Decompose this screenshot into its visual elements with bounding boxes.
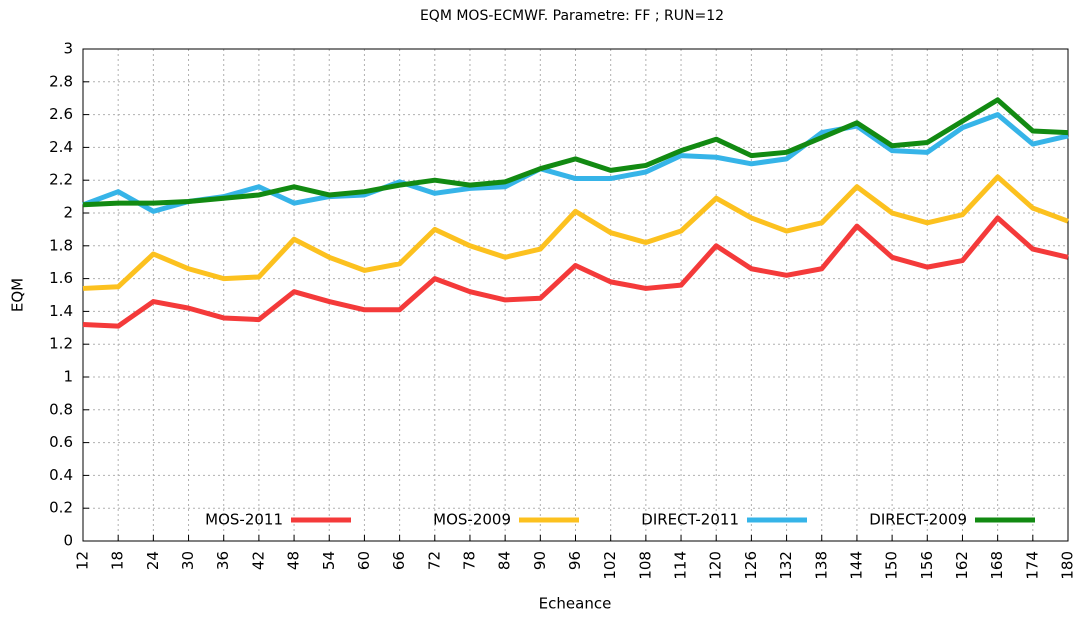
x-tick-label: 72	[425, 551, 443, 570]
x-axis-label: Echeance	[539, 595, 612, 613]
x-tick-label: 54	[320, 551, 338, 570]
x-tick-label: 18	[109, 551, 127, 570]
y-tick-label: 2.6	[49, 105, 73, 123]
x-tick-label: 30	[179, 551, 197, 570]
x-tick-label: 102	[601, 551, 619, 580]
x-tick-label: 138	[812, 551, 830, 580]
x-tick-label: 42	[249, 551, 267, 570]
x-tick-label: 168	[988, 551, 1006, 580]
chart-title: EQM MOS-ECMWF. Parametre: FF ; RUN=12	[420, 8, 724, 24]
x-tick-label: 144	[847, 551, 865, 580]
x-tick-label: 162	[953, 551, 971, 580]
x-tick-label: 66	[390, 551, 408, 570]
x-tick-label: 78	[460, 551, 478, 570]
series-line	[82, 215, 1069, 329]
y-tick-label: 3	[63, 40, 73, 58]
x-tick-label: 12	[74, 551, 92, 570]
x-tick-label: 120	[707, 551, 725, 580]
y-tick-label: 2.4	[49, 138, 73, 156]
x-tick-label: 174	[1023, 551, 1041, 580]
series-line	[82, 174, 1069, 291]
y-tick-label: 2.2	[49, 171, 73, 189]
y-tick-label: 0.6	[49, 433, 73, 451]
legend-label: DIRECT-2009	[869, 511, 967, 529]
plot-frame	[82, 48, 1069, 542]
x-tick-label: 84	[496, 551, 514, 570]
y-tick-label: 0	[63, 532, 73, 550]
x-tick-label: 126	[742, 551, 760, 580]
x-tick-label: 132	[777, 551, 795, 580]
x-tick-label: 114	[672, 551, 690, 580]
legend-label: MOS-2009	[433, 511, 511, 529]
y-tick-label: 1	[63, 368, 73, 386]
x-tick-label: 108	[636, 551, 654, 580]
x-tick-label: 60	[355, 551, 373, 570]
legend-label: MOS-2011	[205, 511, 283, 529]
y-tick-label: 1.2	[49, 335, 73, 353]
y-axis-label: EQM	[9, 278, 27, 312]
series-line	[82, 112, 1069, 214]
y-tick-label: 1.8	[49, 236, 73, 254]
y-tick-label: 0.4	[49, 466, 73, 484]
y-tick-label: 0.2	[49, 499, 73, 517]
x-tick-label: 48	[285, 551, 303, 570]
x-tick-label: 96	[566, 551, 584, 570]
x-tick-label: 36	[214, 551, 232, 570]
y-tick-label: 1.4	[49, 302, 73, 320]
x-tick-label: 90	[531, 551, 549, 570]
legend-label: DIRECT-2011	[641, 511, 739, 529]
y-tick-label: 2	[63, 204, 73, 222]
series-line	[82, 97, 1069, 208]
x-tick-label: 150	[883, 551, 901, 580]
x-tick-label: 156	[918, 551, 936, 580]
y-tick-label: 0.8	[49, 400, 73, 418]
x-tick-label: 180	[1059, 551, 1076, 580]
y-tick-label: 2.8	[49, 72, 73, 90]
y-tick-label: 1.6	[49, 269, 73, 287]
x-tick-label: 24	[144, 551, 162, 570]
